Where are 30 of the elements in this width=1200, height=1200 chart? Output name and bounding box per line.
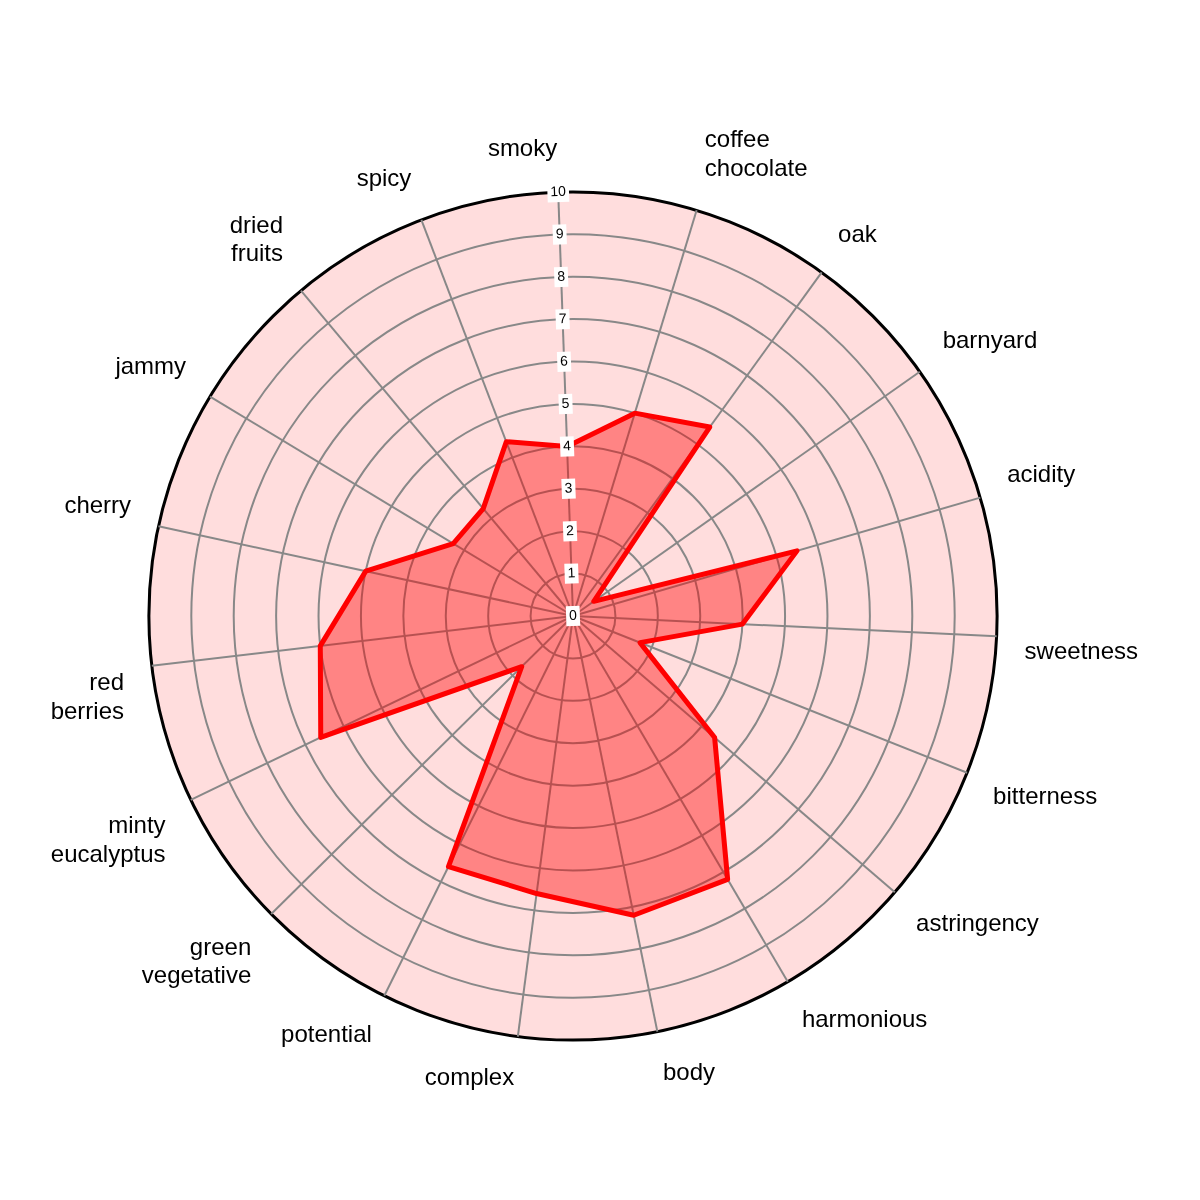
y-tick-label: 4 [562, 437, 572, 454]
y-tick-label: 8 [556, 267, 566, 284]
spoke-label: barnyard [942, 325, 1038, 353]
spoke-label: coffee chocolate [704, 124, 808, 181]
spoke-label: spicy [356, 163, 412, 191]
spoke-label: complex [424, 1063, 515, 1091]
spoke-label: sweetness [1024, 636, 1138, 664]
spoke-label: red berries [50, 668, 125, 724]
spoke-label: oak [838, 219, 878, 247]
spoke-label: astringency [916, 909, 1039, 937]
spoke-label: cherry [64, 490, 132, 518]
y-tick-label: 5 [561, 394, 570, 412]
spoke-label: dried fruits [229, 210, 284, 267]
y-tick-label: 3 [564, 479, 573, 496]
spoke-label: smoky [487, 134, 558, 162]
spoke-label: body [662, 1058, 715, 1086]
spoke-label: green vegetative [141, 932, 252, 989]
y-tick-label: 10 [550, 182, 567, 200]
y-tick-label: 6 [559, 352, 569, 369]
spoke-label: minty eucalyptus [50, 810, 166, 867]
y-tick-label: 0 [568, 606, 578, 623]
y-tick-label: 7 [558, 310, 567, 327]
y-tick-label: 9 [555, 225, 565, 242]
spoke-label: acidity [1007, 460, 1076, 488]
y-tick-label: 1 [567, 564, 576, 581]
y-tick-label: 2 [565, 521, 575, 539]
spoke-label: jammy [114, 352, 187, 380]
spoke-label: bitterness [993, 782, 1098, 810]
spoke-label: potential [281, 1019, 372, 1047]
spoke-label: harmonious [801, 1004, 928, 1032]
